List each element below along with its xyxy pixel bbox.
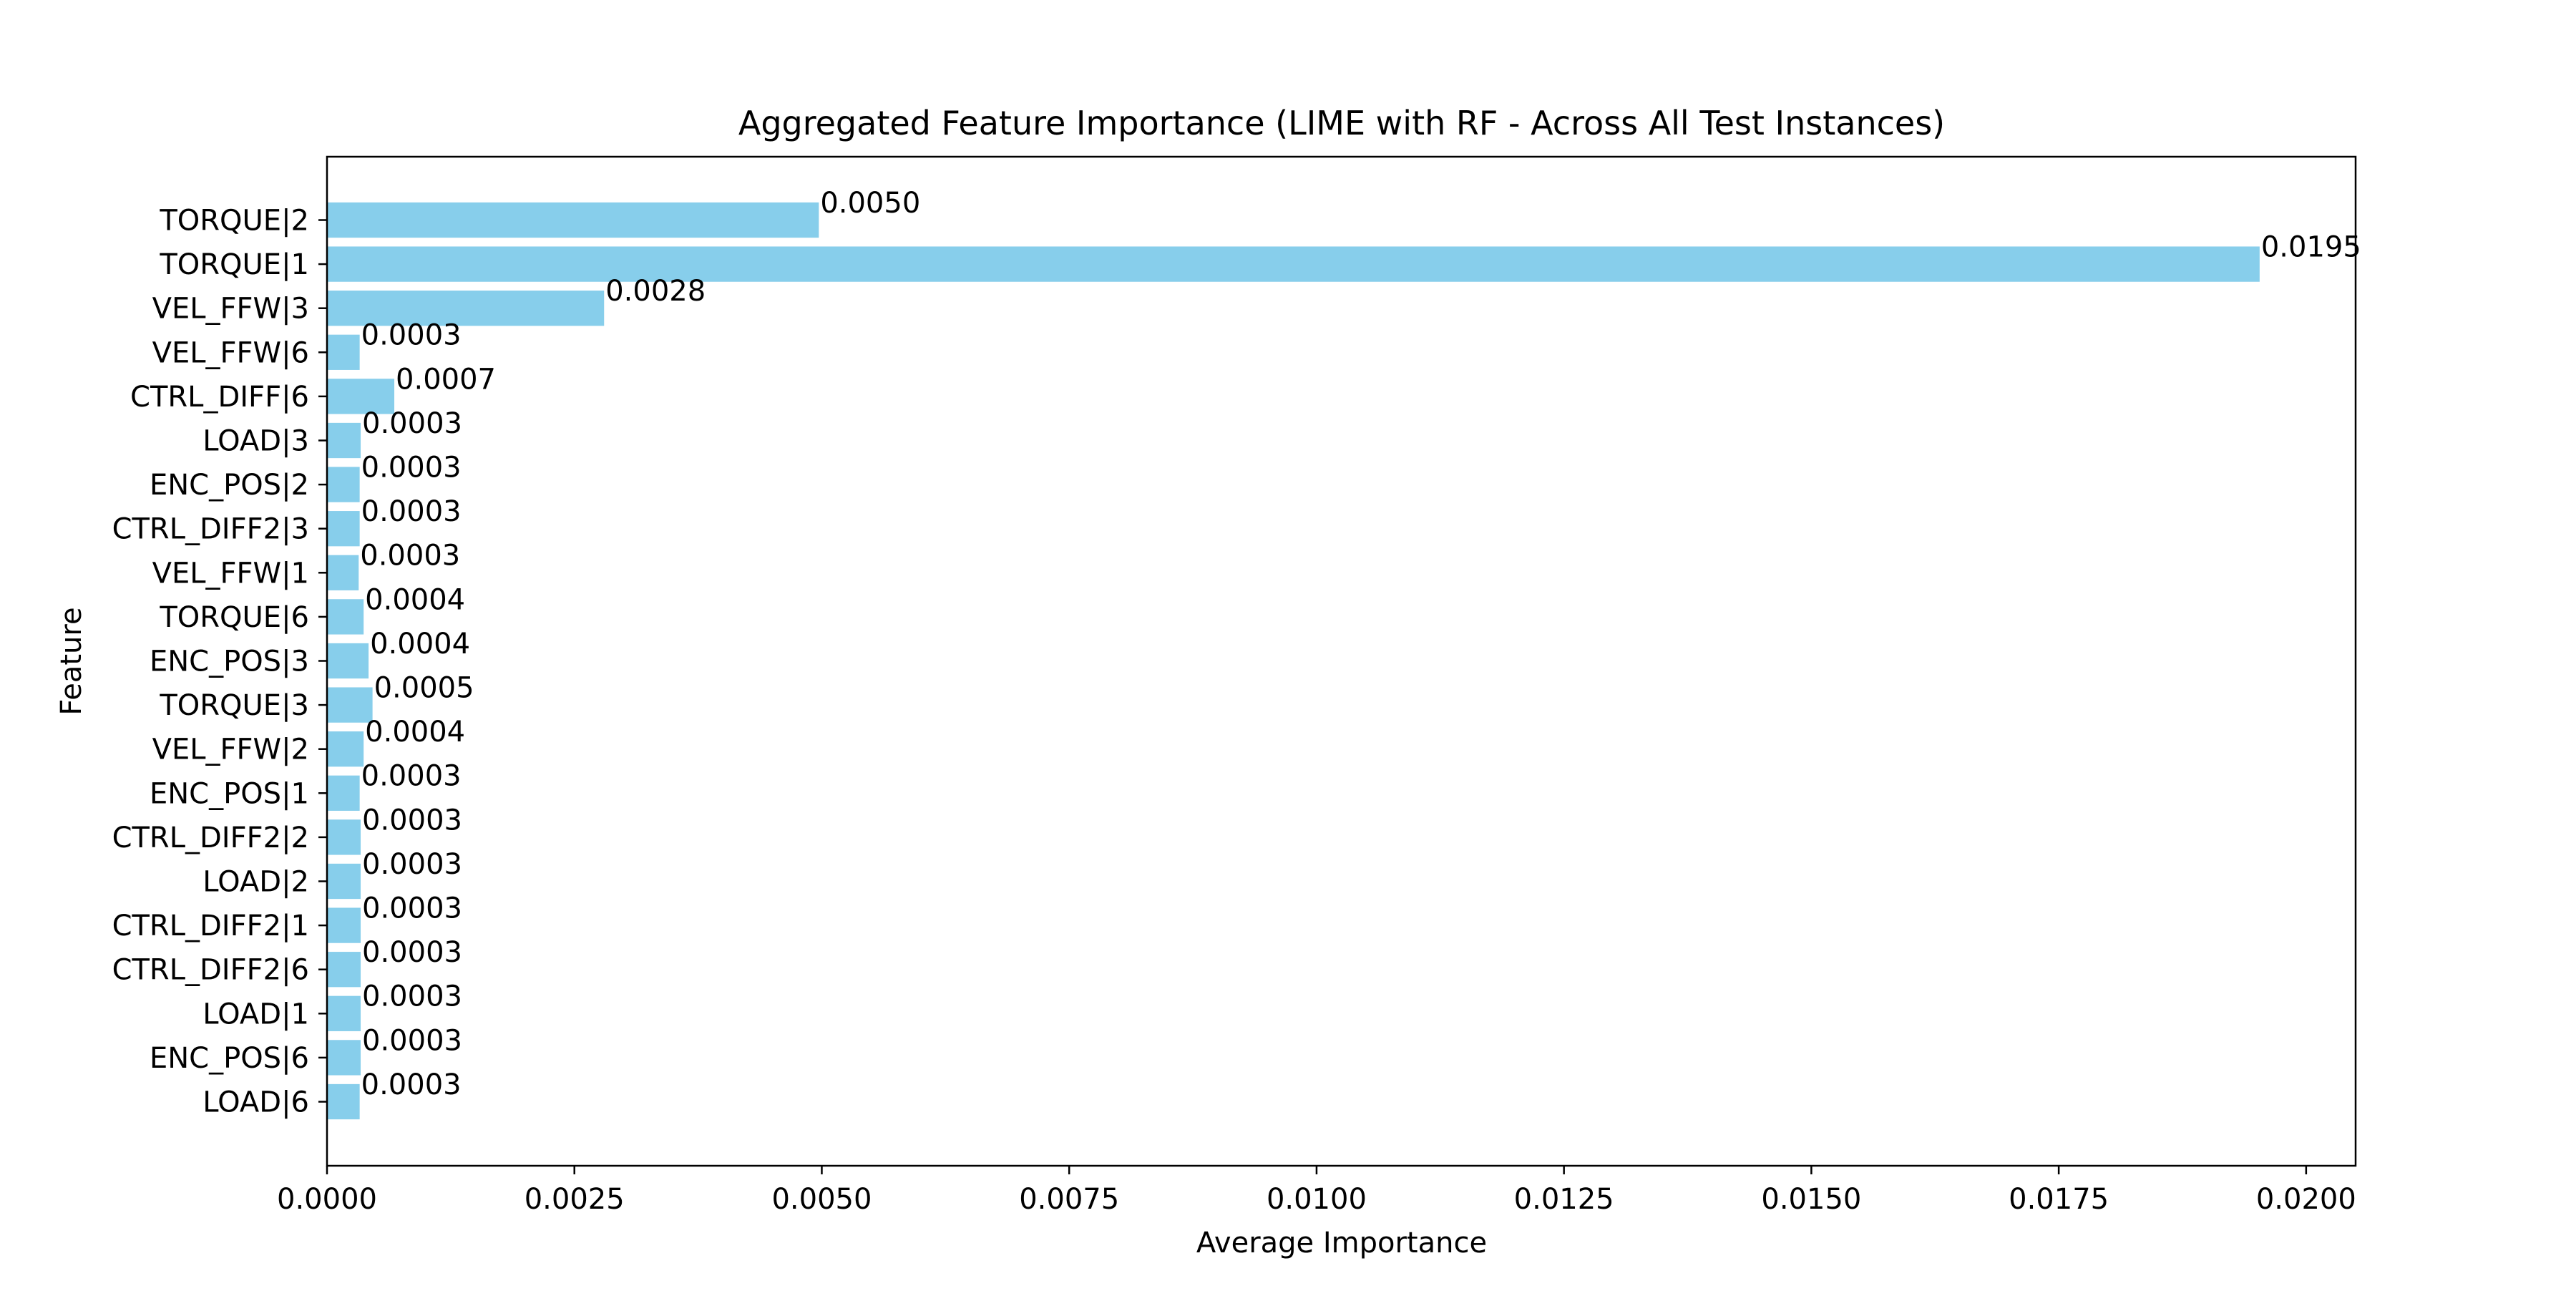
y-tick-label-LOAD|1: LOAD|1 [203, 998, 309, 1031]
x-tick-label-2: 0.0050 [771, 1183, 872, 1216]
y-tick-label-VEL_FFW|1: VEL_FFW|1 [152, 557, 309, 590]
bar-CTRL_DIFF2|3 [327, 511, 360, 547]
y-axis-title: Feature [55, 607, 88, 715]
value-label-CTRL_DIFF2|3: 0.0003 [361, 495, 462, 528]
x-tick-label-6: 0.0150 [1761, 1183, 1861, 1216]
bar-ENC_POS|1 [327, 775, 360, 811]
value-label-CTRL_DIFF2|1: 0.0003 [362, 892, 462, 925]
value-label-VEL_FFW|1: 0.0003 [360, 540, 460, 573]
y-tick-label-ENC_POS|3: ENC_POS|3 [150, 646, 309, 678]
value-label-LOAD|1: 0.0003 [362, 980, 462, 1013]
bar-VEL_FFW|6 [327, 334, 360, 370]
bar-CTRL_DIFF|6 [327, 379, 395, 414]
y-tick-label-ENC_POS|1: ENC_POS|1 [150, 777, 309, 810]
y-tick-label-VEL_FFW|2: VEL_FFW|2 [152, 734, 309, 766]
x-tick-label-8: 0.0200 [2256, 1183, 2356, 1216]
plot-frame [326, 155, 2357, 1167]
bar-CTRL_DIFF2|6 [327, 952, 361, 988]
y-tick-label-LOAD|6: LOAD|6 [203, 1086, 309, 1119]
y-tick-label-CTRL_DIFF2|2: CTRL_DIFF2|2 [112, 822, 309, 854]
bar-VEL_FFW|2 [327, 731, 364, 767]
value-label-LOAD|2: 0.0003 [362, 848, 462, 881]
x-axis-title: Average Importance [1196, 1227, 1487, 1260]
chart-title: Aggregated Feature Importance (LIME with… [738, 104, 1945, 142]
y-tick-label-CTRL_DIFF2|3: CTRL_DIFF2|3 [112, 513, 309, 546]
value-label-VEL_FFW|3: 0.0028 [605, 275, 706, 308]
value-label-TORQUE|1: 0.0195 [2261, 230, 2361, 263]
bar-VEL_FFW|1 [327, 555, 359, 590]
value-label-TORQUE|3: 0.0005 [374, 671, 474, 704]
y-tick-label-CTRL_DIFF2|1: CTRL_DIFF2|1 [112, 910, 309, 942]
bar-LOAD|1 [327, 995, 361, 1031]
x-tick-label-0: 0.0000 [277, 1183, 377, 1216]
value-label-ENC_POS|1: 0.0003 [361, 760, 462, 793]
value-label-TORQUE|2: 0.0050 [820, 187, 920, 220]
bar-TORQUE|1 [327, 246, 2260, 282]
value-labels-layer: 0.0050 0.0195 0.0028 0.0003 0.0007 0.0003 0.00… [360, 187, 2361, 1101]
value-label-LOAD|3: 0.0003 [362, 407, 462, 440]
bar-CTRL_DIFF2|2 [327, 819, 361, 855]
bar-ENC_POS|2 [327, 467, 360, 502]
x-tick-label-3: 0.0075 [1019, 1183, 1119, 1216]
bar-TORQUE|3 [327, 687, 373, 723]
y-tick-label-TORQUE|6: TORQUE|6 [159, 601, 309, 634]
value-label-VEL_FFW|6: 0.0003 [361, 319, 462, 352]
y-tick-label-VEL_FFW|6: VEL_FFW|6 [152, 336, 309, 369]
x-tick-label-7: 0.0175 [2009, 1183, 2109, 1216]
bar-VEL_FFW|3 [327, 291, 605, 326]
y-tick-label-TORQUE|3: TORQUE|3 [159, 689, 309, 722]
bar-LOAD|6 [327, 1083, 360, 1120]
value-label-ENC_POS|6: 0.0003 [362, 1024, 462, 1057]
y-tick-label-VEL_FFW|3: VEL_FFW|3 [152, 293, 309, 326]
bar-ENC_POS|6 [327, 1040, 361, 1076]
value-label-ENC_POS|3: 0.0004 [370, 628, 470, 661]
bar-TORQUE|2 [327, 202, 819, 238]
value-label-VEL_FFW|2: 0.0004 [365, 716, 465, 749]
value-label-CTRL_DIFF|6: 0.0007 [396, 363, 496, 396]
y-tick-label-CTRL_DIFF|6: CTRL_DIFF|6 [130, 381, 309, 414]
value-label-CTRL_DIFF2|6: 0.0003 [362, 936, 462, 969]
y-tick-label-LOAD|2: LOAD|2 [203, 866, 309, 899]
bars-layer [327, 202, 2260, 1120]
y-tick-label-TORQUE|1: TORQUE|1 [159, 248, 309, 281]
bar-ENC_POS|3 [327, 643, 369, 679]
value-label-LOAD|6: 0.0003 [361, 1068, 462, 1101]
value-label-TORQUE|6: 0.0004 [365, 583, 465, 616]
y-tick-label-TORQUE|2: TORQUE|2 [159, 205, 309, 238]
x-tick-label-4: 0.0100 [1267, 1183, 1367, 1216]
bar-LOAD|2 [327, 863, 361, 900]
y-tick-label-ENC_POS|2: ENC_POS|2 [150, 469, 309, 502]
value-label-ENC_POS|2: 0.0003 [361, 451, 462, 484]
bar-TORQUE|6 [327, 599, 364, 635]
x-axis: 0.0000 0.0025 0.0050 0.0075 0.0100 0.0125 0.01… [277, 1166, 2356, 1216]
y-tick-label-LOAD|3: LOAD|3 [203, 425, 309, 458]
bar-LOAD|3 [327, 422, 361, 459]
value-label-CTRL_DIFF2|2: 0.0003 [362, 804, 462, 837]
y-tick-label-ENC_POS|6: ENC_POS|6 [150, 1042, 309, 1075]
x-tick-label-5: 0.0125 [1514, 1183, 1614, 1216]
y-axis: TORQUE|2 TORQUE|1 VEL_FFW|3 VEL_FFW|6 CTRL_D… [112, 205, 327, 1119]
y-tick-label-CTRL_DIFF2|6: CTRL_DIFF2|6 [112, 954, 309, 987]
bar-CTRL_DIFF2|1 [327, 907, 361, 943]
x-tick-label-1: 0.0025 [525, 1183, 625, 1216]
